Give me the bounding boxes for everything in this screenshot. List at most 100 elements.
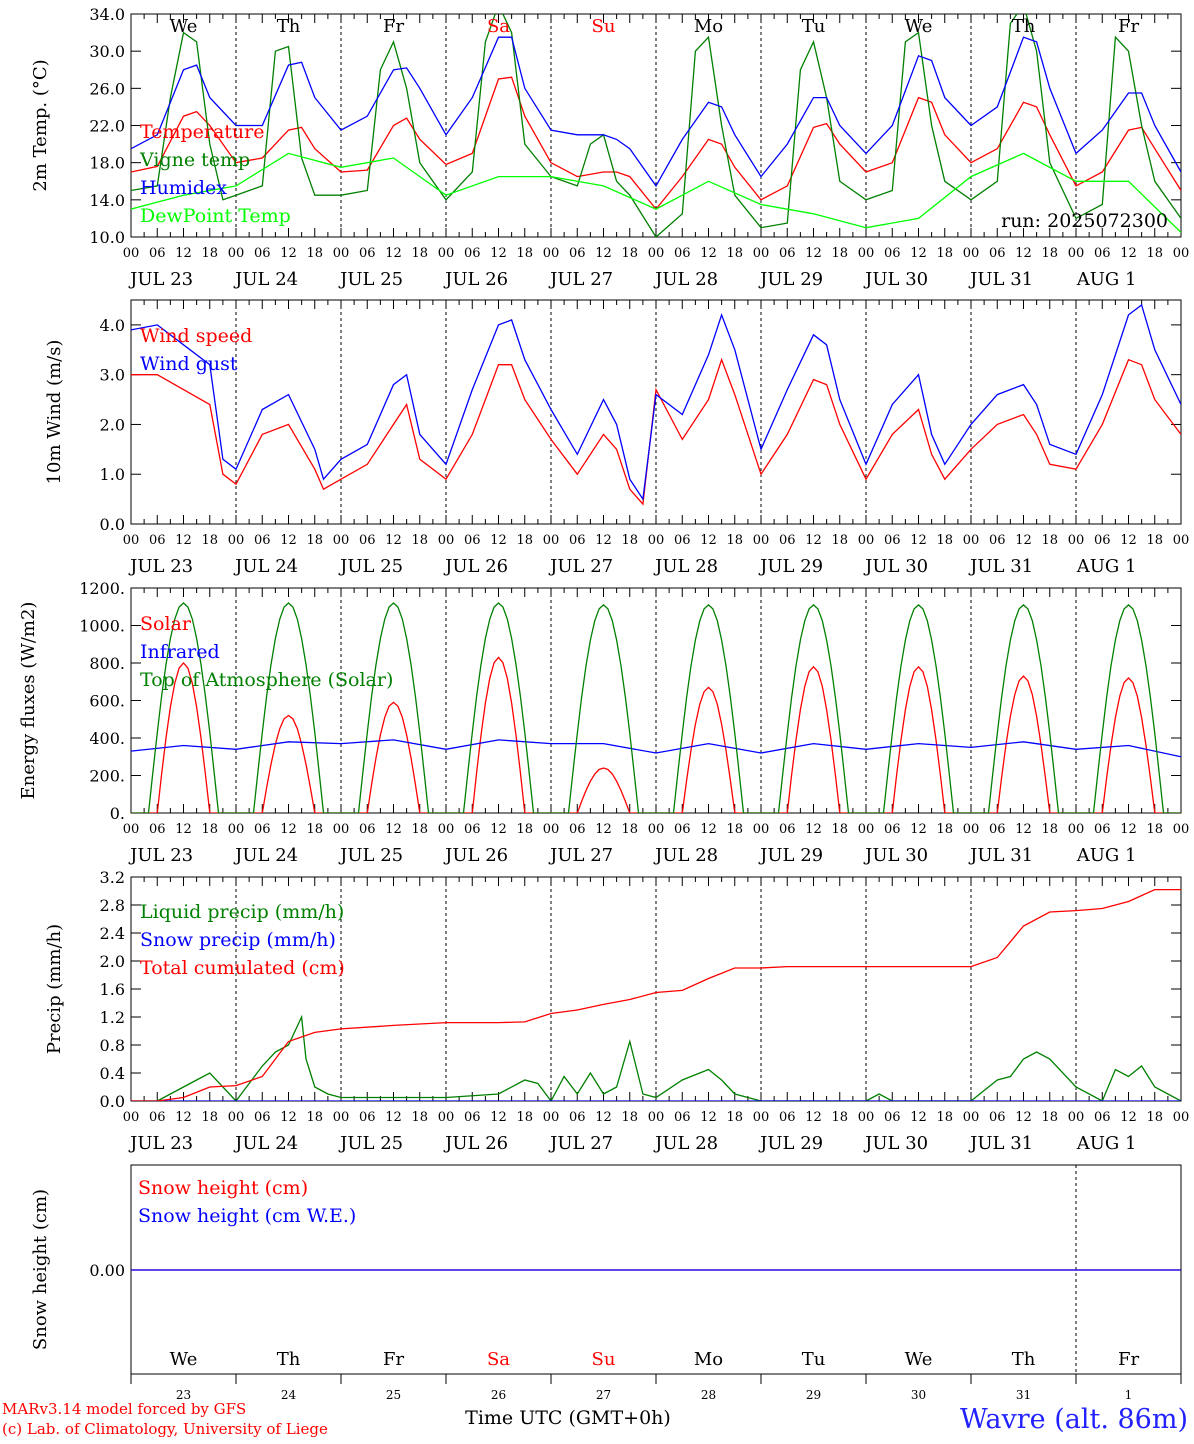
hour-label: 06 <box>254 822 271 837</box>
hour-label: 00 <box>858 1110 875 1125</box>
y-tick-label: 10.0 <box>89 228 125 247</box>
hour-label: 18 <box>516 533 533 548</box>
hour-label: 18 <box>306 246 323 261</box>
y-tick-label: 800. <box>89 654 125 673</box>
day-of-week-label: Th <box>277 1349 301 1370</box>
day-of-week-label: Th <box>1012 16 1036 37</box>
hour-label: 12 <box>385 822 402 837</box>
day-number: 24 <box>281 1388 297 1402</box>
hour-label: 12 <box>805 246 822 261</box>
y-tick-label: 4.0 <box>100 316 125 335</box>
day-of-week-label: Su <box>592 16 616 37</box>
hour-label: 18 <box>621 1110 638 1125</box>
hour-label: 06 <box>359 246 376 261</box>
hour-label: 18 <box>621 533 638 548</box>
y-tick-label: 2.0 <box>100 952 125 971</box>
hour-label: 12 <box>910 822 927 837</box>
day-of-week-label: Th <box>1012 1349 1036 1370</box>
hour-label: 06 <box>674 246 691 261</box>
day-number: 26 <box>491 1388 506 1402</box>
hour-label: 12 <box>175 822 192 837</box>
panel-frame <box>130 587 1182 814</box>
y-tick-label: 1200. <box>79 579 125 598</box>
date-label: JUL 27 <box>548 269 613 290</box>
hour-label: 06 <box>674 533 691 548</box>
hour-label: 12 <box>385 1110 402 1125</box>
hour-label: 00 <box>543 533 560 548</box>
hour-label: 12 <box>490 246 507 261</box>
hour-label: 18 <box>201 1110 218 1125</box>
panel-1: 00 06 12 18 00 06 12 18 00 06 12 18 00 06 12 18 00 06 12 18… <box>30 5 1189 290</box>
hour-label: 18 <box>516 246 533 261</box>
hour-label: 18 <box>306 533 323 548</box>
hour-label: 06 <box>1094 1110 1111 1125</box>
hour-label: 06 <box>464 1110 481 1125</box>
hour-label: 12 <box>1120 246 1137 261</box>
hour-label: 00 <box>1173 822 1190 837</box>
legend-entry: Temperature <box>140 121 264 143</box>
hour-label: 12 <box>910 1110 927 1125</box>
hour-label: 00 <box>1173 1110 1190 1125</box>
hour-label: 18 <box>411 1110 428 1125</box>
series-line <box>131 888 1181 1101</box>
hour-label: 18 <box>306 1110 323 1125</box>
hour-label: 00 <box>1068 822 1085 837</box>
hour-label: 12 <box>175 533 192 548</box>
hour-label: 00 <box>963 1110 980 1125</box>
hour-label: 00 <box>963 533 980 548</box>
hour-label: 00 <box>963 246 980 261</box>
hour-label: 06 <box>779 822 796 837</box>
y-tick-label: 30.0 <box>89 42 125 61</box>
day-of-week-label: We <box>170 1349 198 1370</box>
date-label: JUL 26 <box>443 556 508 577</box>
hour-label: 12 <box>1120 533 1137 548</box>
y-tick-label: 3.2 <box>100 868 125 887</box>
hour-label: 00 <box>963 822 980 837</box>
legend-entry: Snow height (cm W.E.) <box>138 1205 356 1227</box>
panel-5: 0.00 Snow height (cm) Snow height (cm) Snow… <box>30 1164 1182 1375</box>
y-tick-label: 0.4 <box>100 1064 125 1083</box>
day-of-week-label: Tu <box>802 1349 826 1370</box>
date-label: JUL 24 <box>233 1133 298 1154</box>
date-label: JUL 27 <box>548 845 613 866</box>
hour-label: 00 <box>438 822 455 837</box>
hour-label: 18 <box>201 533 218 548</box>
hour-label: 00 <box>648 822 665 837</box>
y-axis-label: 10m Wind (m/s) <box>44 340 65 485</box>
date-label: JUL 23 <box>128 1133 193 1154</box>
hour-label: 00 <box>753 822 770 837</box>
day-of-week-label: We <box>905 1349 933 1370</box>
y-tick-label: 22.0 <box>89 117 125 136</box>
hour-label: 00 <box>333 246 350 261</box>
date-label: AUG 1 <box>1076 845 1137 866</box>
day-of-week-label: We <box>905 16 933 37</box>
hour-label: 18 <box>411 246 428 261</box>
hour-label: 00 <box>753 533 770 548</box>
series-line <box>131 739 1181 758</box>
hour-label: 12 <box>805 1110 822 1125</box>
hour-label: 18 <box>936 1110 953 1125</box>
day-of-week-label: Mo <box>694 16 723 37</box>
legend-entry: Infrared <box>140 641 220 663</box>
legend-entry: DewPoint Temp <box>140 205 291 227</box>
date-label: JUL 29 <box>758 1133 823 1154</box>
hour-label: 06 <box>989 246 1006 261</box>
date-label: JUL 23 <box>128 845 193 866</box>
date-label: JUL 28 <box>653 845 718 866</box>
series-group <box>131 303 1181 506</box>
legend-entry: Total cumulated (cm) <box>140 957 345 979</box>
date-label: AUG 1 <box>1076 1133 1137 1154</box>
date-label: JUL 30 <box>863 1133 928 1154</box>
series-line <box>131 36 1181 188</box>
series-line <box>131 152 1181 233</box>
hour-label: 18 <box>1041 822 1058 837</box>
hour-label: 12 <box>1015 822 1032 837</box>
day-of-week-label: Fr <box>383 16 404 37</box>
legend-entry: Humidex <box>140 177 227 199</box>
y-tick-label: 0.0 <box>100 1092 125 1111</box>
day-number: 28 <box>701 1388 716 1402</box>
hour-label: 00 <box>438 533 455 548</box>
date-label: JUL 28 <box>653 269 718 290</box>
hour-label: 18 <box>516 822 533 837</box>
